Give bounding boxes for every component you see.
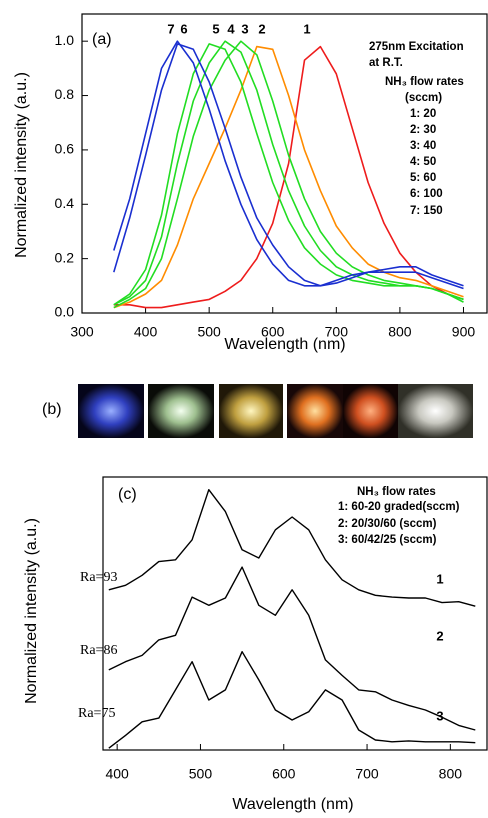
annotation: 1: 20 [410, 108, 436, 120]
annotation: 6: 100 [410, 188, 443, 200]
series-line [108, 566, 476, 731]
x-tick-label: 800 [439, 766, 463, 782]
series-label: Ra=86 [80, 643, 117, 658]
x-tick-label: 400 [105, 766, 129, 782]
x-tick-label: 700 [355, 766, 379, 782]
photos [78, 384, 473, 438]
x-tick-label: 400 [134, 324, 158, 340]
y-tick-label: 0.0 [55, 304, 75, 320]
x-tick-label: 600 [261, 324, 285, 340]
plot-frame [102, 476, 488, 751]
x-tick-label: 900 [452, 324, 476, 340]
x-axis-title: Wavelength (nm) [232, 796, 353, 813]
photo [148, 384, 214, 438]
series-line [108, 651, 476, 749]
y-tick-label: 0.4 [55, 195, 75, 211]
panel-label: (a) [92, 31, 112, 48]
panel-label: (b) [42, 401, 62, 418]
series-name: 3 [241, 21, 248, 36]
x-tick-label: 700 [325, 324, 349, 340]
y-tick-label: 1.0 [55, 32, 75, 48]
series-name: 5 [212, 21, 219, 36]
annotation: NH₃ flow rates [385, 76, 464, 88]
series-name: 6 [180, 21, 187, 36]
plot-frame [81, 13, 488, 314]
y-axis-title: Normalized intensity (a.u.) [23, 518, 40, 704]
photo [398, 384, 473, 438]
annotation: NH₃ flow rates [357, 486, 436, 498]
annotation: 4: 50 [410, 156, 436, 168]
annotation: 1: 60-20 graded(sccm) [338, 501, 460, 513]
series-line [113, 40, 464, 309]
series-line [113, 43, 464, 306]
series-label: Ra=93 [80, 570, 117, 585]
annotation: 2: 30 [410, 124, 436, 136]
y-tick-label: 0.2 [55, 249, 75, 265]
annotation: 7: 150 [410, 205, 443, 217]
y-tick-label: 0.8 [55, 86, 75, 102]
x-tick-label: 300 [70, 324, 94, 340]
series-line [108, 489, 476, 607]
x-tick-label: 500 [197, 324, 221, 340]
y-tick-label: 0.6 [55, 141, 75, 157]
photo [219, 384, 283, 438]
series-name: 2 [436, 628, 443, 643]
series-name: 4 [227, 21, 235, 36]
series-label: Ra=75 [78, 706, 115, 721]
photo [78, 384, 144, 438]
series-name: 1 [303, 21, 310, 36]
y-axis-title: Normalized intensity (a.u.) [13, 72, 30, 258]
annotation: 5: 60 [410, 172, 436, 184]
photo [343, 384, 398, 438]
series-line [113, 43, 464, 287]
series-name: 3 [436, 708, 443, 723]
series-name: 1 [436, 571, 443, 586]
x-tick-label: 600 [272, 766, 296, 782]
series-line [113, 45, 464, 309]
series-name: 7 [167, 21, 174, 36]
x-tick-label: 800 [388, 324, 412, 340]
x-tick-label: 500 [189, 766, 213, 782]
panel-label: (c) [118, 486, 137, 503]
series-name: 2 [258, 21, 265, 36]
annotation: 3: 60/42/25 (sccm) [338, 534, 437, 546]
series-line [113, 40, 464, 290]
annotation: 3: 40 [410, 140, 436, 152]
annotation: 2: 20/30/60 (sccm) [338, 518, 437, 530]
photo [287, 384, 343, 438]
annotation: (sccm) [405, 92, 442, 104]
annotation: 275nm Excitation [369, 41, 464, 53]
x-axis-title: Wavelength (nm) [224, 336, 345, 353]
annotation: at R.T. [369, 57, 403, 69]
series-line [113, 45, 464, 309]
